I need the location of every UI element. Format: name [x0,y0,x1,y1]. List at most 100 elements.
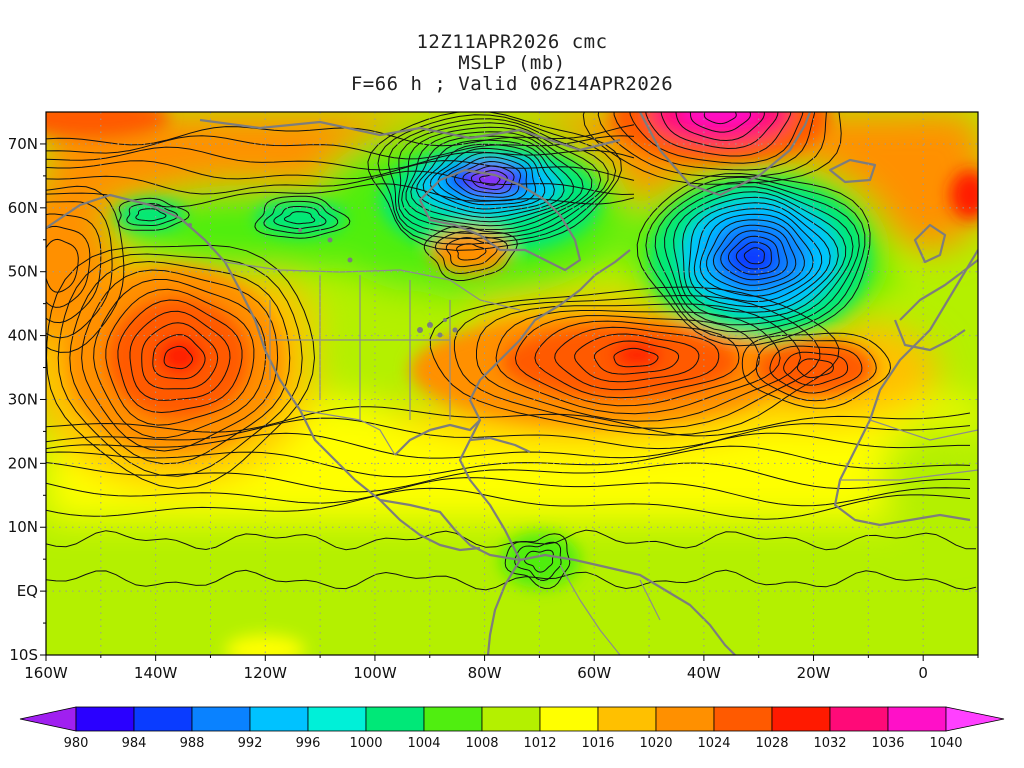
isobar [141,322,219,390]
coastline-cuba [469,436,531,453]
border-africa [840,419,978,481]
colorbar-level-label: 1028 [755,736,788,751]
colorbar-level-label: 1008 [465,736,498,751]
isobar [720,230,788,281]
isobar [46,462,971,493]
isobar [689,112,752,133]
isobar [152,334,206,380]
coastline-greenland [639,112,812,197]
isobar [129,310,231,401]
chart-title-block: 12Z11APR2026 cmc MSLP (mb) F=66 h ; Vali… [0,32,1024,95]
isobar [46,213,102,324]
isobar [437,152,537,206]
title-valid-time: F=66 h ; Valid 06Z14APR2026 [350,73,674,95]
isobar [728,235,780,275]
colorbar-swatch [539,706,599,732]
colorbar-level-label: 1040 [929,736,962,751]
isobar [706,219,805,292]
isobar [597,112,827,178]
isobar [682,196,839,313]
isobar [613,112,816,171]
isobar [476,303,802,422]
colorbar: 980 984 988 992 996 1000 1004 1008 1012 1016 1020 1… [19,706,1005,751]
isobar [405,131,584,227]
isobar [46,146,635,171]
colorbar-swatch [307,706,367,732]
isobar [470,169,508,191]
isobar [645,176,866,340]
title-variable: MSLP (mb) [458,52,566,74]
isobar [46,225,91,308]
isobar [46,170,635,196]
colorbar-underflow-arrow [19,706,77,732]
isobar [456,243,487,261]
lat-tick-label: 30N [8,390,38,408]
coastline-hudson [418,168,582,272]
isobar [423,225,518,281]
isobar [422,143,555,214]
isobar [46,238,79,293]
lakes [188,223,458,338]
isobar [755,339,877,402]
isobar [769,345,863,394]
isobar [46,160,635,181]
colorbar-swatch [887,706,947,732]
isobar [81,269,279,452]
isobar [664,186,854,326]
isobar [46,569,977,591]
colorbar-swatch [771,706,831,732]
colorbar-swatch [829,706,889,732]
map-plot-area [46,112,978,655]
colorbar-swatch [597,706,657,732]
colorbar-level-label: 980 [64,736,89,751]
isobar [613,347,659,368]
coastline-west-africa [833,249,978,527]
isobar [46,477,971,507]
isobar [46,135,635,160]
isobar [699,213,814,297]
lon-tick-label: 120W [244,664,288,682]
coastline-south-america-west [486,559,521,655]
colorbar-swatch [191,706,251,732]
coastline-south-america [519,553,736,655]
coastline-north-america [46,193,521,562]
isobar [93,279,267,439]
coastline-iberia [893,319,966,352]
latitude-axis: 70N 60N 50N 40N 30N 20N 10N EQ 10S [8,135,46,664]
isobar [117,299,243,414]
map-frame [45,111,979,656]
isobar [554,326,720,391]
colorbar-level-label: 1036 [871,736,904,751]
isobar [495,310,781,415]
lon-tick-label: 80W [468,664,502,682]
isobar [429,147,546,210]
colorbar-swatch [133,706,193,732]
isobar [504,533,571,590]
isobar-contours [46,112,977,591]
isobar [46,487,971,520]
isobar [46,432,970,459]
colorbar-level-label: 984 [122,736,147,751]
isobar [574,333,700,383]
isobar [429,286,840,436]
isobar [46,406,971,437]
isobar [410,135,575,223]
isobar [796,358,834,379]
border-us-canada [224,261,521,311]
colorbar-overflow-arrow [945,706,1005,732]
coastline-central-america [379,499,481,552]
colorbar-swatch [481,706,541,732]
colorbar-level-label: 988 [180,736,205,751]
isobar [46,185,125,353]
lon-tick-label: 40W [687,664,721,682]
isobar [735,241,772,270]
colorbar-level-label: 992 [238,736,263,751]
isobar [445,236,498,268]
colorbar-level-label: 1004 [407,736,440,751]
lon-tick-label: 100W [353,664,397,682]
coastline-arctic [199,118,621,152]
state-lines [269,275,451,420]
isobar [46,417,971,450]
lon-tick-label: 20W [797,664,831,682]
